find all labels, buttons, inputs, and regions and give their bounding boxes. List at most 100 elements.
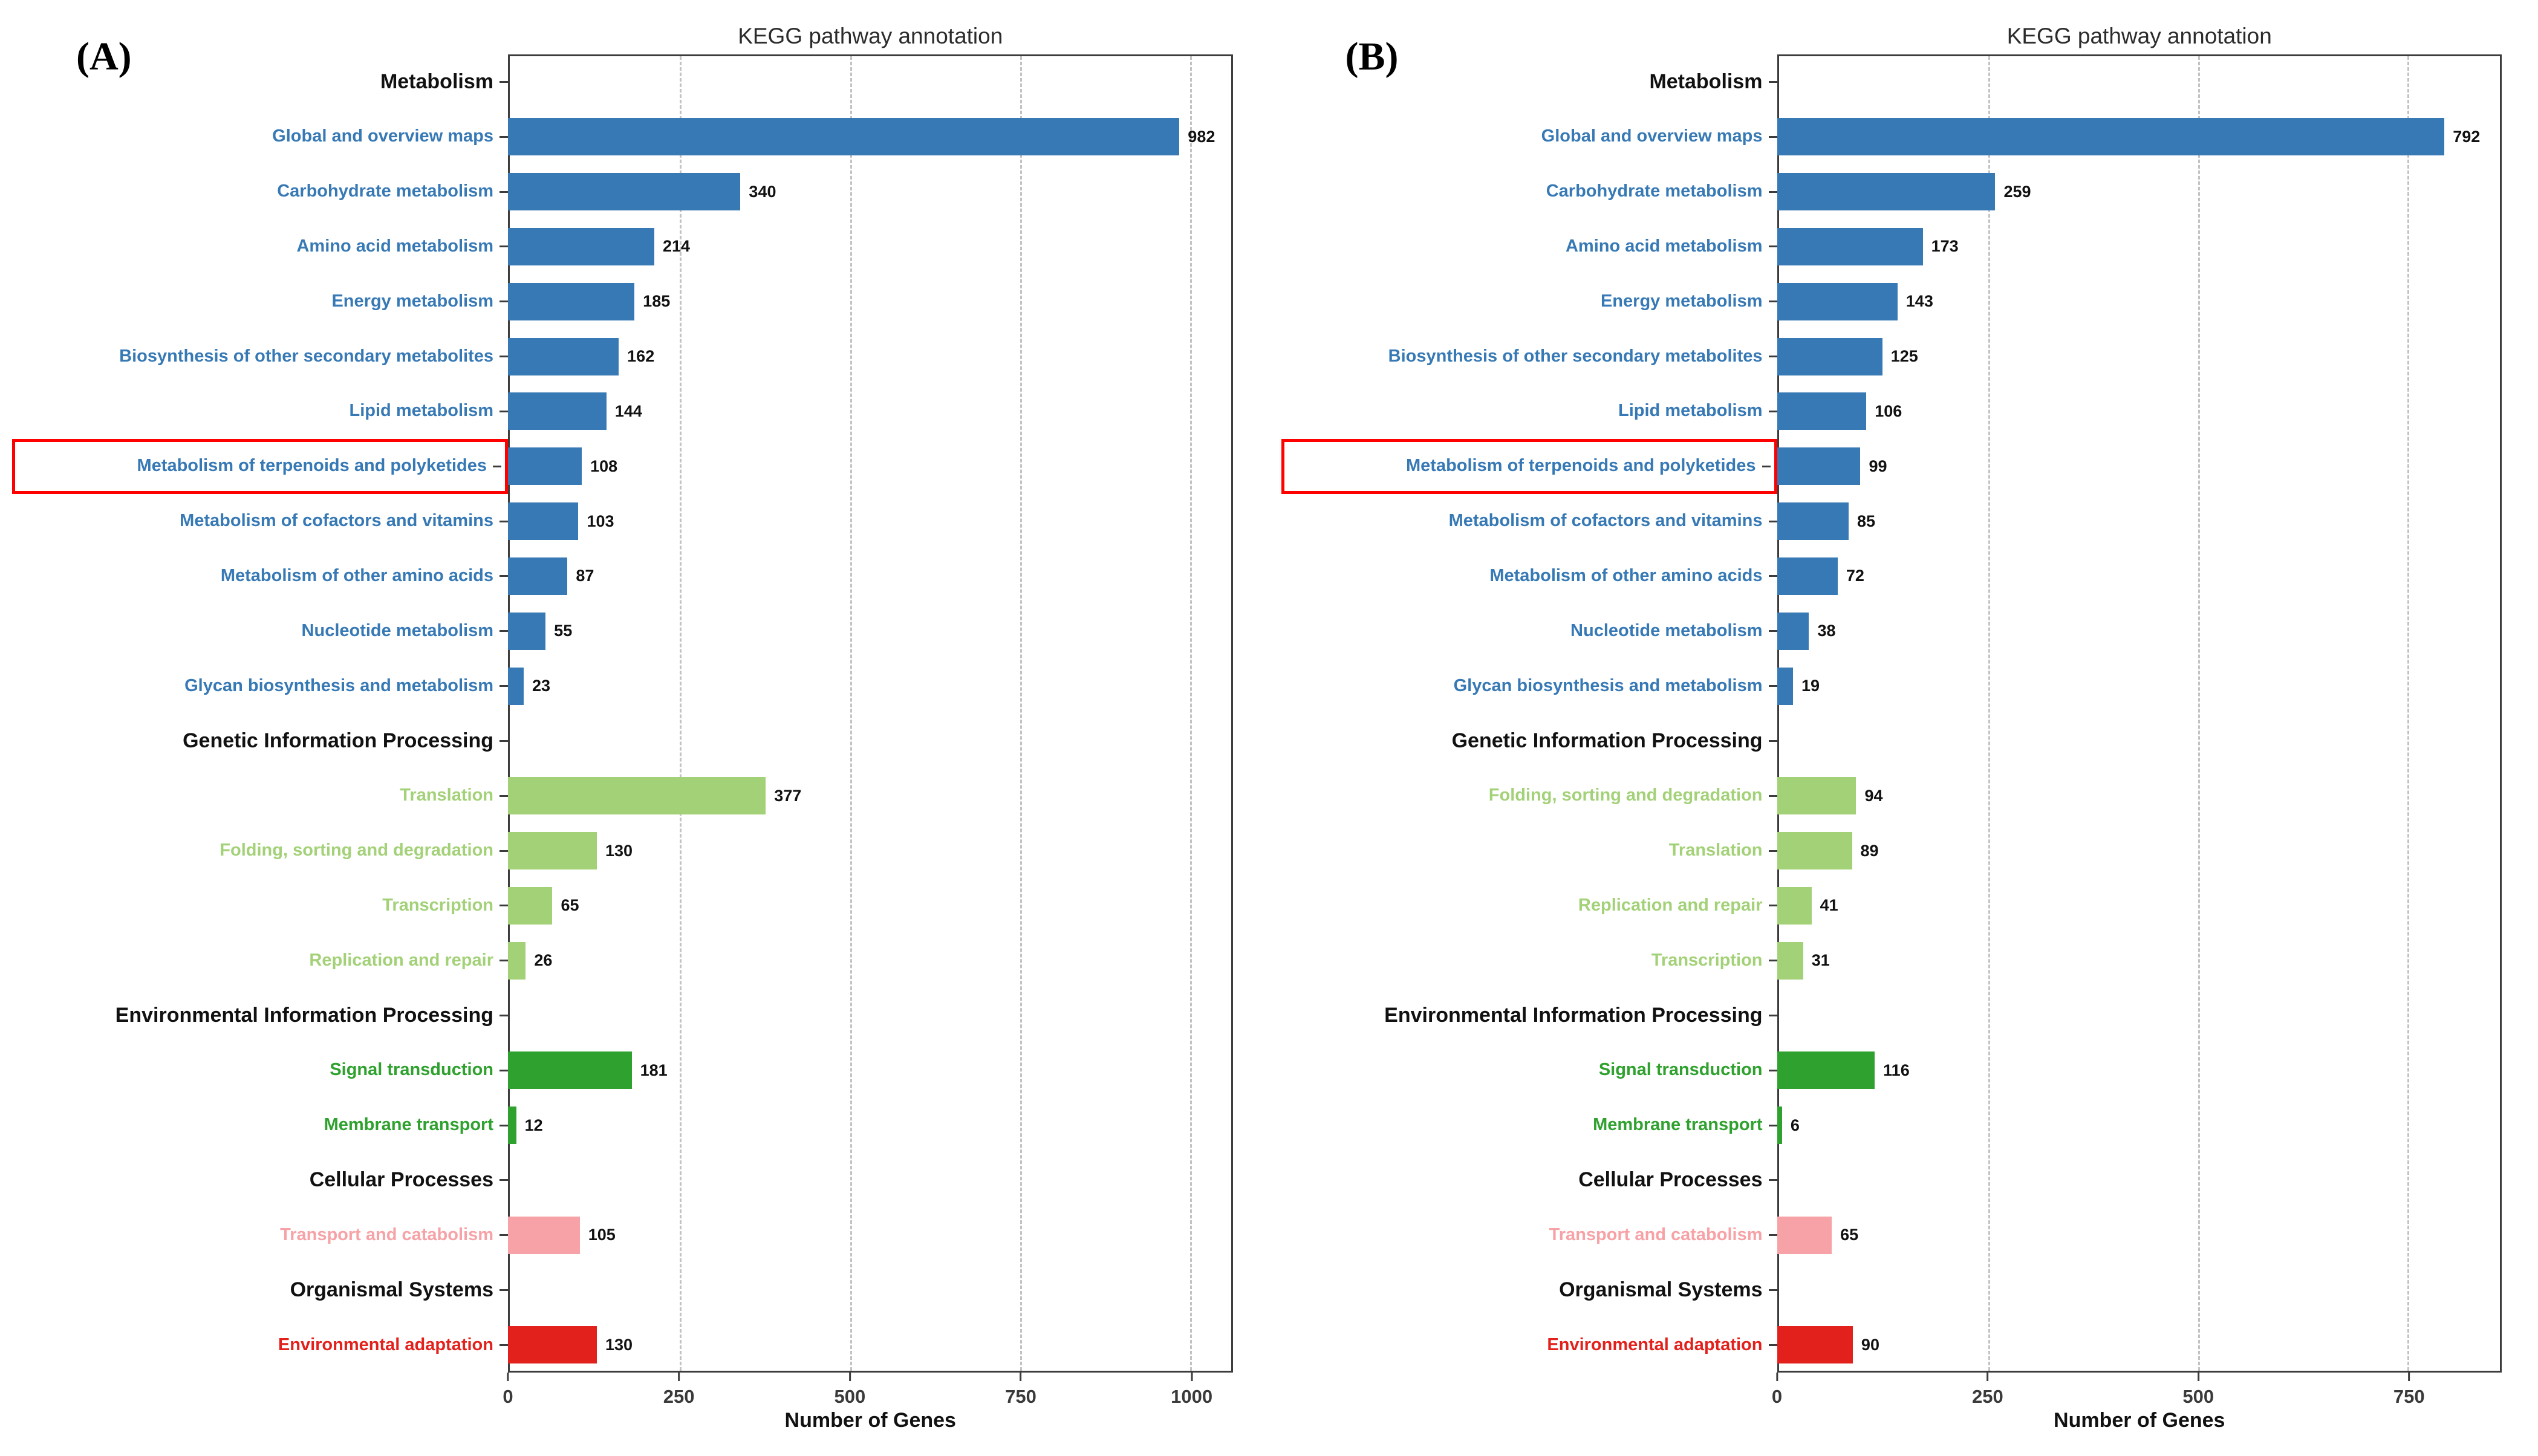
category-row: Translation 377 [12, 769, 1233, 824]
bar [508, 173, 741, 211]
bar-track: 130 [508, 824, 1233, 879]
category-row: Metabolism of cofactors and vitamins 103 [12, 494, 1233, 549]
y-axis-tick [499, 575, 508, 577]
category-label-cell: Lipid metabolism [12, 384, 508, 439]
category-row: Replication and repair 41 [1281, 878, 2502, 933]
bar [1777, 502, 1849, 541]
group-header-label: Genetic Information Processing [1451, 729, 1763, 752]
group-header-cell: Genetic Information Processing [1281, 713, 1777, 769]
y-axis-tick [499, 301, 508, 303]
bar-track: 982 [508, 109, 1233, 164]
category-row: Membrane transport 6 [1281, 1098, 2502, 1153]
x-tick-label: 1000 [1171, 1386, 1213, 1407]
x-tick-label: 250 [1972, 1386, 2003, 1407]
bar [1777, 447, 1861, 486]
group-header-cell: Environmental Information Processing [1281, 988, 1777, 1043]
category-row: Energy metabolism 185 [12, 274, 1233, 329]
group-header-cell: Cellular Processes [12, 1153, 508, 1208]
category-label-inner: Translation [12, 769, 508, 824]
value-label: 144 [614, 401, 642, 420]
bar-track: 12 [508, 1098, 1233, 1153]
bar-track: 87 [508, 548, 1233, 603]
highlighted-category-label-box: Metabolism of terpenoids and polyketides [1281, 438, 1777, 494]
y-axis-tick [1768, 630, 1777, 632]
bar [1777, 557, 1838, 595]
empty-track [1777, 713, 2502, 769]
category-label-cell: Metabolism of cofactors and vitamins [12, 494, 508, 549]
bar [1777, 1051, 1875, 1090]
x-tick-750: 750 [2393, 1373, 2425, 1408]
x-tick-0: 0 [1772, 1373, 1782, 1408]
x-tick-label: 750 [1005, 1386, 1036, 1407]
group-header-inner: Genetic Information Processing [12, 713, 508, 769]
value-label: 19 [1801, 677, 1820, 695]
bar-track: 185 [508, 274, 1233, 329]
y-axis-tick [1768, 80, 1777, 83]
bar [508, 832, 597, 869]
category-label-inner: Translation [1281, 824, 1777, 879]
empty-track [508, 1153, 1233, 1208]
bar-track: 23 [508, 658, 1233, 713]
y-axis-tick [499, 356, 508, 358]
category-label-inner: Energy metabolism [12, 274, 508, 329]
bar [508, 557, 568, 595]
group-header-row: Organismal Systems [12, 1263, 1233, 1318]
category-label-inner: Transcription [1281, 933, 1777, 988]
category-label: Lipid metabolism [1618, 401, 1763, 421]
category-label-cell: Metabolism of cofactors and vitamins [1281, 494, 1777, 549]
category-row: Biosynthesis of other secondary metaboli… [1281, 329, 2502, 384]
y-axis-tick [1768, 1124, 1777, 1126]
value-label: 26 [534, 951, 553, 970]
empty-track [508, 54, 1233, 109]
category-label-inner: Glycan biosynthesis and metabolism [12, 658, 508, 713]
category-label: Glycan biosynthesis and metabolism [184, 675, 493, 695]
value-label: 125 [1890, 347, 1918, 366]
category-label: Transport and catabolism [1549, 1224, 1763, 1244]
bar [508, 1216, 580, 1254]
value-label: 143 [1905, 292, 1933, 311]
category-row: Metabolism of terpenoids and polyketides… [12, 438, 1233, 494]
y-axis-tick [499, 1124, 508, 1126]
x-tick-250: 250 [1972, 1373, 2003, 1408]
y-axis-tick [1768, 1289, 1777, 1292]
bar-track: 105 [508, 1207, 1233, 1263]
category-label: Energy metabolism [1600, 291, 1763, 311]
value-label: 85 [1856, 512, 1875, 530]
group-header-row: Cellular Processes [1281, 1153, 2502, 1208]
gridline-750 [1020, 56, 1022, 1371]
gridline-250 [680, 56, 682, 1371]
empty-track [508, 713, 1233, 769]
y-axis-tick [499, 1344, 508, 1346]
y-axis-tick [499, 245, 508, 248]
bar-track: 173 [1777, 219, 2502, 274]
bar [508, 886, 553, 925]
bar-track: 19 [1777, 658, 2502, 713]
bar-track: 90 [1777, 1318, 2502, 1373]
category-label-inner: Amino acid metabolism [12, 219, 508, 274]
x-tick-label: 500 [2182, 1386, 2214, 1407]
category-label: Lipid metabolism [349, 401, 493, 421]
x-tick-mark [1191, 1373, 1193, 1381]
value-label: 38 [1817, 622, 1836, 640]
category-row: Environmental adaptation 90 [1281, 1318, 2502, 1373]
category-label-inner: Signal transduction [12, 1043, 508, 1098]
empty-track [1777, 1263, 2502, 1318]
category-label-inner: Membrane transport [1281, 1098, 1777, 1153]
category-row: Transcription 65 [12, 878, 1233, 933]
group-header-cell: Organismal Systems [12, 1263, 508, 1318]
group-header-label: Environmental Information Processing [115, 1003, 493, 1027]
group-header-row: Genetic Information Processing [1281, 713, 2502, 769]
panel-B-chart-area: Metabolism Global and overview maps 792 Car… [1281, 54, 2502, 1373]
y-axis-tick [499, 1289, 508, 1292]
panel-B-chart-title: KEGG pathway annotation [2006, 24, 2272, 48]
group-header-inner: Organismal Systems [1281, 1263, 1777, 1318]
empty-track [508, 988, 1233, 1043]
category-row: Biosynthesis of other secondary metaboli… [12, 329, 1233, 384]
bar-track: 125 [1777, 329, 2502, 384]
bar [1777, 777, 1856, 815]
bar [508, 1107, 516, 1145]
bar [1777, 612, 1809, 650]
group-header-label: Cellular Processes [1578, 1168, 1763, 1192]
category-label-cell: Transcription [1281, 933, 1777, 988]
